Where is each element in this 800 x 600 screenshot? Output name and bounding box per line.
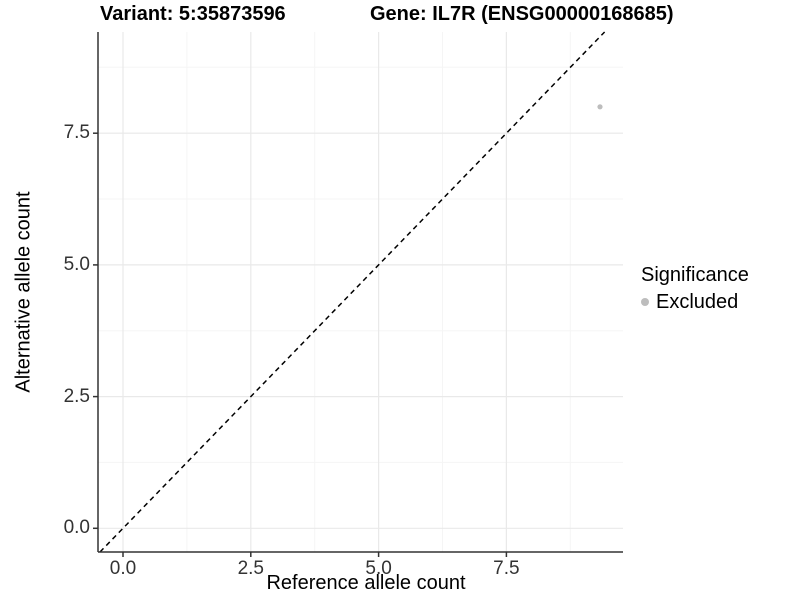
y-axis-title: Alternative allele count	[12, 191, 35, 393]
x-axis-title: Reference allele count	[266, 572, 466, 594]
x-tick-label: 0.0	[109, 558, 137, 579]
data-point	[597, 104, 603, 110]
y-tick-label: 0.0	[63, 517, 90, 539]
y-tick-label: 5.0	[63, 253, 90, 275]
legend-title: Significance	[641, 264, 749, 286]
plot-title-variant: Variant: 5:35873596	[100, 3, 286, 25]
legend-entry: Excluded	[641, 290, 749, 314]
identity-line	[99, 31, 606, 553]
y-tick-label: 7.5	[63, 122, 90, 144]
x-tick-label: 7.5	[493, 558, 520, 579]
legend-entry-label: Excluded	[656, 291, 739, 313]
legend-point-icon	[641, 298, 649, 306]
legend: Significance Excluded	[641, 263, 749, 314]
plot-title-gene: Gene: IL7R (ENSG00000168685)	[370, 3, 674, 25]
y-tick-label: 2.5	[63, 385, 90, 407]
x-tick-label: 5.0	[365, 558, 392, 579]
x-tick-label: 2.5	[237, 558, 265, 579]
